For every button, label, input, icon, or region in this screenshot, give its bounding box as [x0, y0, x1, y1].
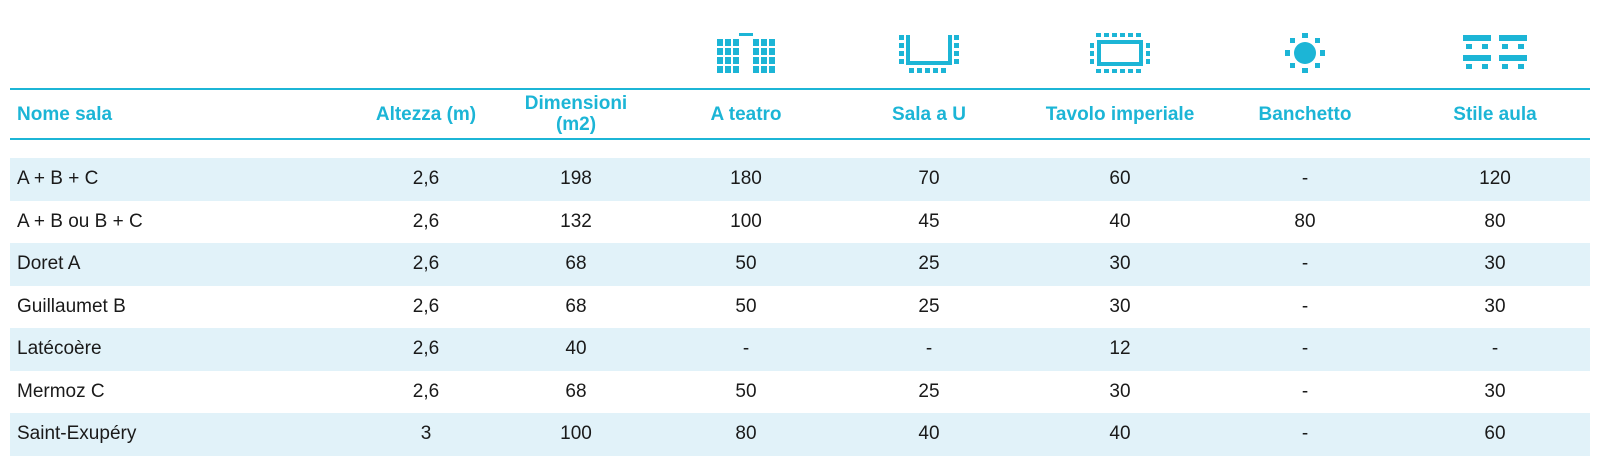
cell-u-shape: 45: [918, 210, 940, 232]
cell-theatre: 50: [735, 295, 757, 317]
cell-height: 2,6: [412, 380, 440, 402]
cell-banquet: -: [1301, 295, 1309, 317]
header-bottom-rule: [10, 138, 1590, 140]
cell-boardroom: 12: [1109, 338, 1131, 360]
cell-height: 2,6: [412, 253, 440, 275]
cell-classroom: 60: [1484, 423, 1506, 445]
cell-u-shape: 70: [918, 168, 940, 190]
theatre-seating-icon: [681, 28, 811, 78]
cell-banquet: -: [1301, 423, 1309, 445]
header-u-shape: Sala a U: [892, 103, 966, 125]
u-shape-icon: [864, 28, 994, 78]
cell-dimensions: 132: [560, 210, 592, 232]
table-row: A + B + C 2,6 198 180 70 60 - 120: [10, 158, 1590, 201]
cell-dimensions: 40: [565, 338, 587, 360]
header-boardroom: Tavolo imperiale: [1045, 103, 1195, 125]
cell-classroom: 30: [1484, 380, 1506, 402]
cell-theatre: -: [742, 338, 750, 360]
cell-room-name: A + B ou B + C: [17, 210, 143, 232]
header-top-rule: [10, 88, 1590, 90]
cell-theatre: 50: [735, 253, 757, 275]
cell-room-name: Latécoère: [17, 338, 102, 360]
cell-classroom: 120: [1479, 168, 1511, 190]
cell-theatre: 180: [730, 168, 762, 190]
header-theatre: A teatro: [710, 103, 782, 125]
table-row: A + B ou B + C 2,6 132 100 45 40 80 80: [10, 201, 1590, 244]
cell-u-shape: -: [925, 338, 933, 360]
cell-u-shape: 25: [918, 380, 940, 402]
cell-theatre: 100: [730, 210, 762, 232]
cell-dimensions: 198: [560, 168, 592, 190]
cell-boardroom: 30: [1109, 380, 1131, 402]
cell-classroom: -: [1491, 338, 1499, 360]
header-height: Altezza (m): [375, 103, 477, 125]
cell-room-name: Guillaumet B: [17, 295, 126, 317]
header-banquet: Banchetto: [1258, 103, 1352, 125]
cell-u-shape: 40: [918, 423, 940, 445]
table-row: Latécoère 2,6 40 - - 12 - -: [10, 328, 1590, 371]
cell-boardroom: 60: [1109, 168, 1131, 190]
table-body: A + B + C 2,6 198 180 70 60 - 120 A + B …: [10, 158, 1590, 456]
cell-banquet: -: [1301, 380, 1309, 402]
cell-banquet: 80: [1294, 210, 1316, 232]
cell-banquet: -: [1301, 338, 1309, 360]
cell-height: 2,6: [412, 295, 440, 317]
cell-height: 3: [420, 423, 432, 445]
table-row: Doret A 2,6 68 50 25 30 - 30: [10, 243, 1590, 286]
cell-classroom: 30: [1484, 253, 1506, 275]
cell-room-name: Mermoz C: [17, 380, 105, 402]
cell-dimensions: 100: [560, 423, 592, 445]
cell-banquet: -: [1301, 253, 1309, 275]
cell-boardroom: 30: [1109, 253, 1131, 275]
boardroom-table-icon: [1025, 28, 1215, 78]
cell-classroom: 30: [1484, 295, 1506, 317]
banquet-round-table-icon: [1225, 28, 1385, 78]
header-room-name: Nome sala: [17, 103, 113, 125]
cell-dimensions: 68: [565, 253, 587, 275]
cell-room-name: Saint-Exupéry: [17, 423, 137, 445]
table-row: Guillaumet B 2,6 68 50 25 30 - 30: [10, 286, 1590, 329]
cell-dimensions: 68: [565, 295, 587, 317]
cell-boardroom: 40: [1109, 423, 1131, 445]
table-header: Nome sala Altezza (m) Dimensioni (m2) A …: [0, 90, 1600, 138]
classroom-icon: [1415, 28, 1575, 78]
cell-classroom: 80: [1484, 210, 1506, 232]
cell-u-shape: 25: [918, 295, 940, 317]
cell-height: 2,6: [412, 210, 440, 232]
cell-height: 2,6: [412, 338, 440, 360]
cell-theatre: 50: [735, 380, 757, 402]
layout-icons-row: [0, 28, 1600, 78]
cell-u-shape: 25: [918, 253, 940, 275]
cell-room-name: A + B + C: [17, 168, 99, 190]
cell-boardroom: 30: [1109, 295, 1131, 317]
cell-boardroom: 40: [1109, 210, 1131, 232]
table-row: Mermoz C 2,6 68 50 25 30 - 30: [10, 371, 1590, 414]
cell-height: 2,6: [412, 168, 440, 190]
cell-dimensions: 68: [565, 380, 587, 402]
cell-banquet: -: [1301, 168, 1309, 190]
header-classroom: Stile aula: [1453, 103, 1537, 125]
cell-theatre: 80: [735, 423, 757, 445]
cell-room-name: Doret A: [17, 253, 81, 275]
table-row: Saint-Exupéry 3 100 80 40 40 - 60: [10, 413, 1590, 456]
header-dimensions: Dimensioni (m2): [524, 93, 628, 135]
